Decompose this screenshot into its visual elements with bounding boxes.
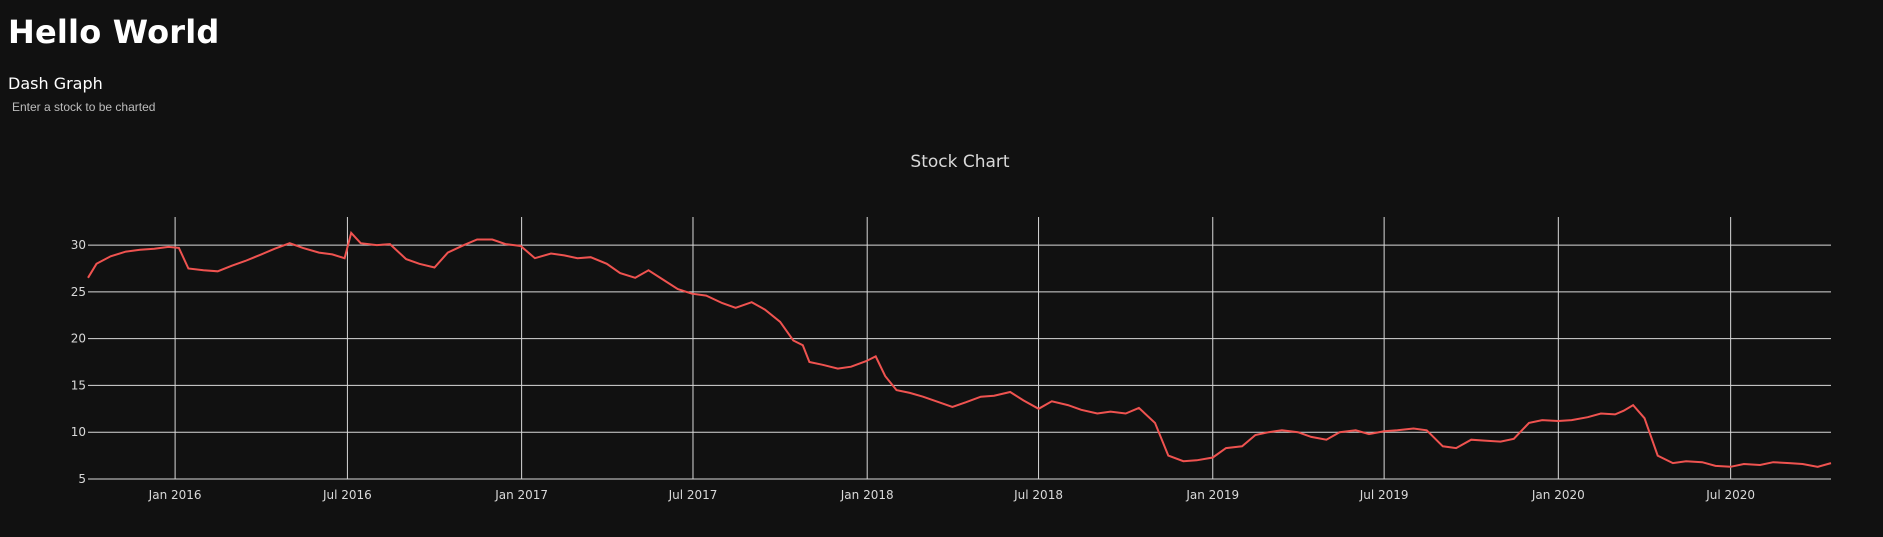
x-tick-label: Jul 2017 [668, 488, 718, 502]
chart-title: Stock Chart [910, 152, 1010, 172]
x-tick-label: Jan 2020 [1531, 488, 1585, 502]
x-gridlines [174, 217, 1732, 479]
y-tick-label: 20 [71, 332, 86, 346]
y-axis-tick-labels: 5 10 15 20 25 30 [71, 238, 86, 486]
y-tick-label: 15 [71, 378, 86, 392]
x-tick-label: Jan 2018 [840, 488, 894, 502]
stock-input-hint: Enter a stock to be charted [12, 100, 156, 114]
y-gridlines [88, 244, 1831, 480]
page-title: Hello World [8, 13, 220, 51]
y-tick-label: 25 [71, 285, 86, 299]
x-tick-label: Jan 2019 [1185, 488, 1239, 502]
graph-heading: Dash Graph [8, 74, 103, 93]
stock-chart: Stock Chart 5 10 15 20 25 30 Jan 2016 Jul 2016… [71, 152, 1832, 502]
y-tick-label: 10 [71, 425, 86, 439]
x-tick-label: Jul 2019 [1359, 488, 1409, 502]
x-tick-label: Jul 2018 [1013, 488, 1063, 502]
x-tick-label: Jul 2016 [322, 488, 372, 502]
y-tick-label: 30 [71, 238, 86, 252]
y-tick-label: 5 [78, 472, 86, 486]
x-tick-label: Jul 2020 [1705, 488, 1755, 502]
x-axis-tick-labels: Jan 2016 Jul 2016 Jan 2017 Jul 2017 Jan 2018… [148, 488, 1755, 502]
x-tick-label: Jan 2016 [148, 488, 202, 502]
x-tick-label: Jan 2017 [494, 488, 548, 502]
price-series-line [87, 230, 1832, 468]
